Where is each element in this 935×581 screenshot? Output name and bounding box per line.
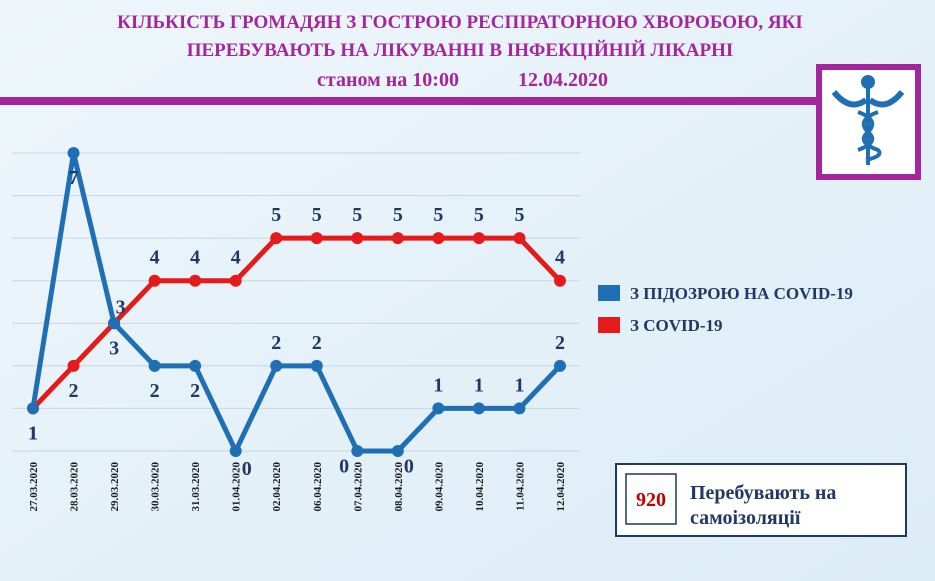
data-point	[391, 445, 404, 457]
data-point	[351, 232, 364, 245]
data-point	[229, 274, 242, 287]
data-point	[554, 274, 566, 287]
x-tick-label: 27.03.2020	[28, 462, 40, 512]
chart-subtitle: станом на 10:00	[317, 69, 459, 91]
data-point	[108, 317, 121, 330]
chart-title: ПЕРЕБУВАЮТЬ НА ЛІКУВАННІ В ІНФЕКЦІЙНІЙ Л…	[187, 39, 734, 61]
data-point	[189, 359, 202, 372]
annotation-value-box	[625, 473, 677, 525]
data-label: 2	[555, 332, 565, 354]
x-tick-label: 09.04.2020	[433, 462, 445, 512]
data-point	[513, 402, 526, 415]
data-point	[472, 232, 485, 245]
data-label: 1	[514, 374, 524, 396]
legend-label: З COVID-19	[630, 316, 723, 335]
legend-swatch	[598, 285, 620, 301]
data-label: 5	[433, 204, 443, 226]
data-point	[554, 359, 566, 372]
chart-title: КІЛЬКІСТЬ ГРОМАДЯН З ГОСТРОЮ РЕСПІРАТОРН…	[117, 12, 803, 33]
data-label: 4	[150, 247, 160, 269]
x-tick-label: 29.03.2020	[109, 462, 121, 512]
data-label: 5	[352, 204, 362, 226]
data-label: 2	[69, 380, 79, 402]
data-label: 1	[28, 422, 38, 444]
data-label: 7	[69, 167, 79, 189]
data-point	[432, 232, 445, 245]
data-label: 1	[433, 374, 443, 396]
data-label: 0	[339, 455, 349, 477]
annotation-value: 920	[636, 489, 666, 511]
caduceus-icon	[831, 75, 905, 165]
data-label: 2	[312, 332, 322, 354]
annotation-text: самоізоляції	[690, 507, 801, 529]
x-tick-label: 12.04.2020	[555, 462, 567, 512]
data-label: 5	[312, 204, 322, 226]
data-point	[148, 359, 161, 372]
data-point	[270, 359, 283, 372]
data-point	[270, 232, 283, 245]
data-point	[27, 402, 39, 415]
divider	[0, 97, 818, 105]
data-label: 2	[150, 380, 160, 402]
data-point	[189, 274, 202, 287]
data-label: 4	[231, 247, 241, 269]
data-point	[513, 232, 526, 245]
data-label: 5	[474, 204, 484, 226]
data-label: 2	[190, 380, 200, 402]
x-tick-label: 28.03.2020	[69, 462, 81, 512]
data-label: 5	[514, 204, 524, 226]
data-point	[148, 274, 161, 287]
x-tick-label: 30.03.2020	[150, 462, 162, 512]
data-point	[310, 232, 323, 245]
legend-swatch	[598, 317, 620, 333]
chart-date: 12.04.2020	[518, 69, 608, 91]
data-label: 3	[109, 337, 119, 359]
data-label: 1	[28, 422, 38, 444]
x-tick-label: 07.04.2020	[352, 462, 364, 512]
data-label: 3	[116, 296, 126, 318]
x-tick-label: 06.04.2020	[312, 462, 324, 512]
data-label: 5	[271, 204, 281, 226]
data-label: 2	[271, 332, 281, 354]
data-point	[67, 147, 80, 159]
data-label: 5	[393, 204, 403, 226]
data-point	[229, 445, 242, 457]
data-label: 1	[474, 374, 484, 396]
series-line	[31, 235, 562, 411]
data-point	[310, 359, 323, 372]
data-label: 0	[404, 455, 414, 477]
annotation-text: Перебувають на	[690, 482, 836, 504]
x-tick-label: 02.04.2020	[271, 462, 283, 512]
data-point	[432, 402, 445, 415]
data-point	[391, 232, 404, 245]
data-point	[472, 402, 485, 415]
data-label: 0	[242, 458, 252, 480]
x-tick-label: 31.03.2020	[190, 462, 202, 512]
x-tick-label: 08.04.2020	[393, 462, 405, 512]
data-label: 4	[555, 247, 565, 269]
data-point	[351, 445, 364, 457]
data-point	[67, 359, 80, 372]
legend-label: З ПІДОЗРОЮ НА COVID-19	[630, 284, 853, 303]
x-tick-label: 10.04.2020	[474, 462, 486, 512]
x-tick-label: 01.04.2020	[231, 462, 243, 512]
series-line	[30, 150, 562, 454]
data-label: 4	[190, 247, 200, 269]
x-tick-label: 11.04.2020	[514, 462, 526, 511]
